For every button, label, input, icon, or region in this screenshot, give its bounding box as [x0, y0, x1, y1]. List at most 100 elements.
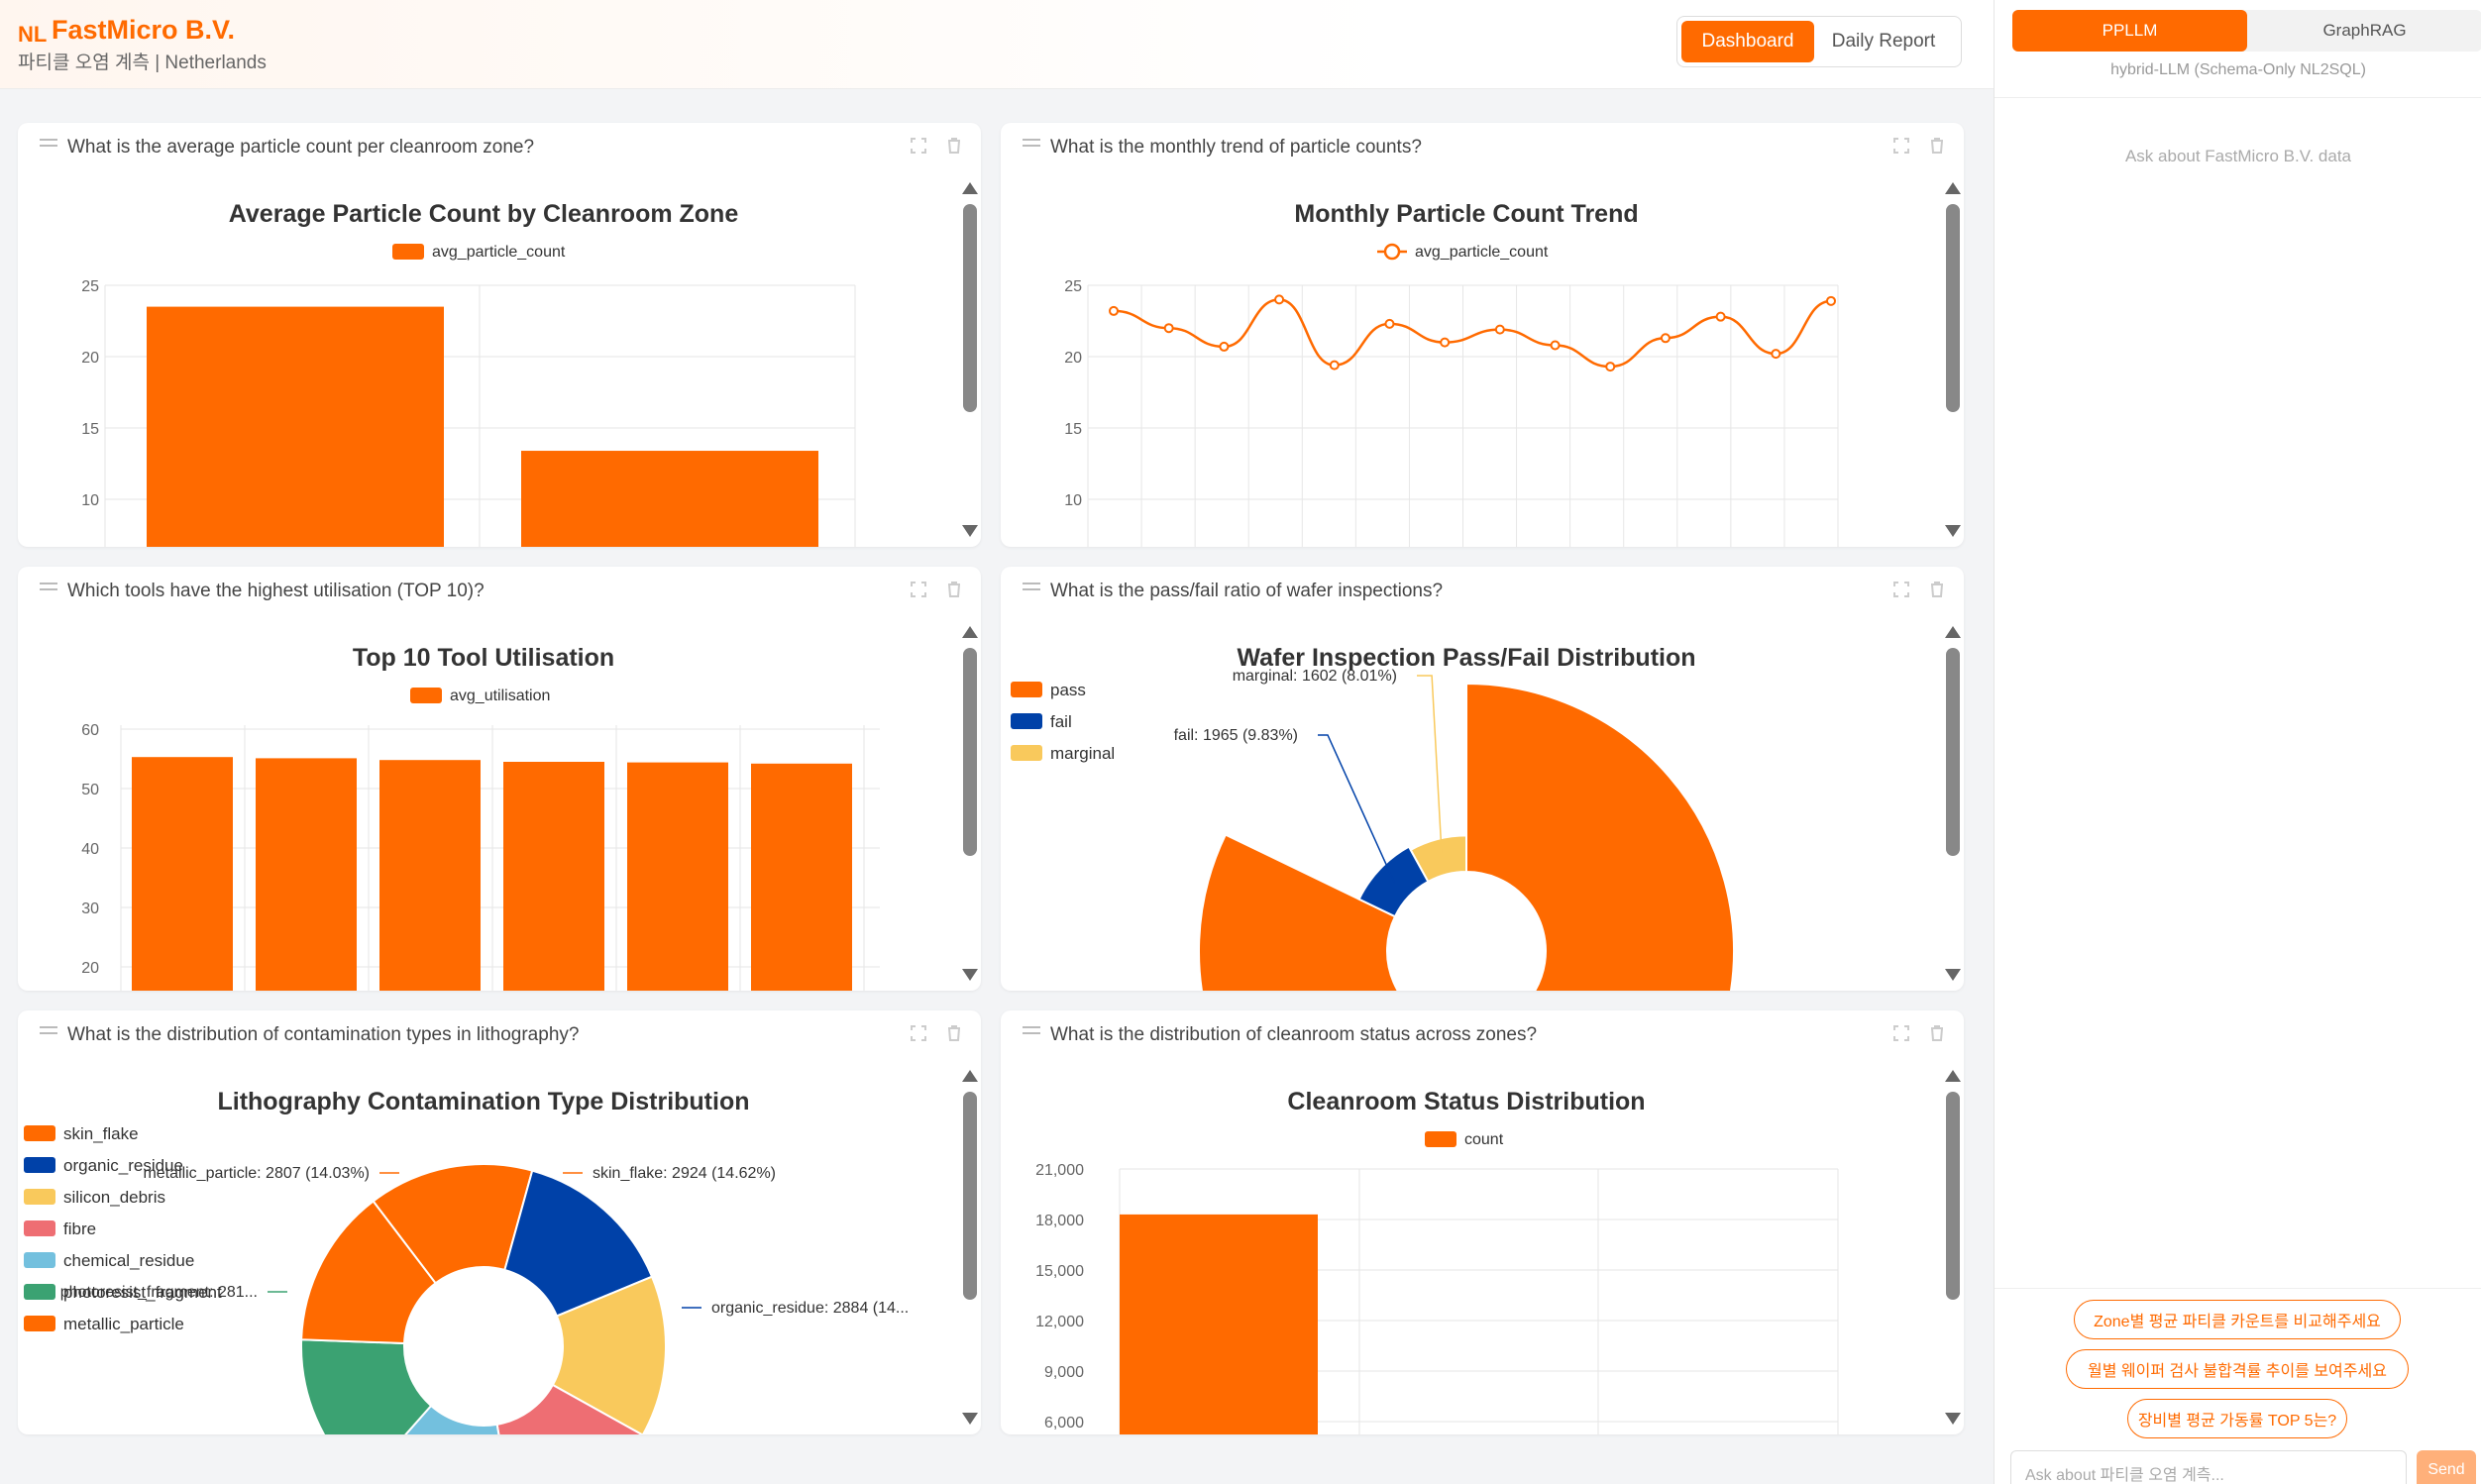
pie-slice[interactable]	[1409, 834, 1467, 884]
panel-question: What is the distribution of contaminatio…	[67, 1024, 580, 1045]
chart-bar[interactable]	[751, 763, 852, 991]
trash-icon[interactable]	[1926, 135, 1948, 157]
trash-icon[interactable]	[943, 1022, 965, 1044]
data-point[interactable]	[1550, 340, 1561, 351]
mode-tabs: PPLLM GraphRAG	[2012, 10, 2481, 52]
legend-label: organic_residue	[63, 1156, 183, 1175]
chat-input[interactable]: Ask about 파티클 오염 계측...	[2010, 1450, 2407, 1484]
chart-bar[interactable]	[627, 762, 728, 991]
data-point[interactable]	[1384, 318, 1395, 329]
y-tick-label: 25	[1064, 278, 1082, 295]
legend-swatch	[410, 688, 442, 703]
chart-bar[interactable]	[1120, 1214, 1318, 1434]
legend-label: pass	[1050, 681, 1086, 699]
dashboard-tab[interactable]: Dashboard	[1681, 21, 1814, 62]
company-name: FastMicro B.V.	[52, 15, 236, 45]
chart-title: Top 10 Tool Utilisation	[353, 644, 614, 672]
expand-icon[interactable]	[908, 579, 929, 600]
send-button[interactable]: Send	[2417, 1450, 2476, 1484]
panel-cleanroom-status: What is the distribution of cleanroom st…	[1001, 1010, 1964, 1434]
legend-swatch	[1011, 745, 1042, 761]
pie-slice[interactable]	[300, 1338, 433, 1434]
data-point[interactable]	[1109, 305, 1119, 316]
trash-icon[interactable]	[1926, 579, 1948, 600]
y-tick-label: 10	[81, 492, 99, 509]
expand-icon[interactable]	[908, 135, 929, 157]
drag-handle-icon[interactable]	[40, 1026, 57, 1040]
slice-label: organic_residue: 2884 (14...	[711, 1300, 909, 1317]
pie-slice[interactable]	[495, 1383, 644, 1434]
drag-handle-icon[interactable]	[1023, 1026, 1040, 1040]
y-tick-label: 18,000	[1035, 1213, 1084, 1229]
chart-bar[interactable]	[256, 758, 357, 991]
suggestion-chip[interactable]: 장비별 평균 가동률 TOP 5는?	[2127, 1399, 2347, 1438]
drag-handle-icon[interactable]	[40, 583, 57, 596]
legend-swatch	[24, 1157, 55, 1173]
legend-label: marginal	[1050, 744, 1115, 763]
drag-handle-icon[interactable]	[40, 139, 57, 153]
y-tick-label: 20	[81, 960, 99, 977]
chart-bar[interactable]	[521, 451, 818, 547]
drag-handle-icon[interactable]	[1023, 583, 1040, 596]
pie-slice[interactable]	[551, 1275, 667, 1434]
y-tick-label: 30	[81, 901, 99, 917]
expand-icon[interactable]	[908, 1022, 929, 1044]
data-point[interactable]	[1660, 333, 1671, 344]
panel-wafer-inspection: What is the pass/fail ratio of wafer ins…	[1001, 567, 1964, 991]
pie-slice[interactable]	[503, 1169, 654, 1318]
y-tick-label: 6,000	[1044, 1415, 1084, 1431]
label-leader	[1318, 734, 1396, 884]
tab-ppllm[interactable]: PPLLM	[2012, 10, 2247, 52]
panel-scrollbar[interactable]	[1942, 616, 1964, 991]
trash-icon[interactable]	[1926, 1022, 1948, 1044]
data-point[interactable]	[1219, 341, 1230, 352]
panel-scrollbar[interactable]	[1942, 172, 1964, 547]
drag-handle-icon[interactable]	[1023, 139, 1040, 153]
data-point[interactable]	[1440, 337, 1451, 348]
pie-slice[interactable]	[363, 1404, 514, 1434]
y-tick-label: 15	[1064, 421, 1082, 438]
pie-slice[interactable]	[300, 1200, 437, 1345]
legend-label: silicon_debris	[63, 1188, 165, 1207]
data-point[interactable]	[1163, 323, 1174, 334]
data-point[interactable]	[1715, 311, 1726, 322]
panel-header: Which tools have the highest utilisation…	[18, 567, 981, 616]
trash-icon[interactable]	[943, 135, 965, 157]
chart-bar[interactable]	[147, 306, 444, 547]
tab-graphrag[interactable]: GraphRAG	[2322, 21, 2407, 40]
chart-bar[interactable]	[503, 762, 604, 991]
panel-scrollbar[interactable]	[959, 172, 981, 547]
chart-area: Lithography Contamination Type Distribut…	[18, 1060, 959, 1434]
legend-swatch	[392, 244, 424, 260]
label-leader	[1417, 675, 1443, 856]
data-point[interactable]	[1274, 294, 1285, 305]
data-point[interactable]	[1494, 324, 1505, 335]
divider	[1995, 1288, 2481, 1289]
data-point[interactable]	[1329, 360, 1340, 371]
trash-icon[interactable]	[943, 579, 965, 600]
expand-icon[interactable]	[1890, 1022, 1912, 1044]
expand-icon[interactable]	[1890, 579, 1912, 600]
panel-scrollbar[interactable]	[959, 616, 981, 991]
panel-scrollbar[interactable]	[1942, 1060, 1964, 1434]
suggestion-chip[interactable]: Zone별 평균 파티클 카운트를 비교해주세요	[2074, 1300, 2401, 1339]
y-tick-label: 25	[81, 278, 99, 295]
chart-bar[interactable]	[132, 757, 233, 991]
daily-report-tab[interactable]: Daily Report	[1831, 31, 1936, 52]
slice-label: metallic_particle: 2807 (14.03%)	[143, 1165, 370, 1182]
y-tick-label: 15,000	[1035, 1263, 1084, 1280]
data-point[interactable]	[1605, 362, 1616, 372]
chart-title: Cleanroom Status Distribution	[1287, 1088, 1645, 1115]
panel-scrollbar[interactable]	[959, 1060, 981, 1434]
suggestion-chip[interactable]: 월별 웨이퍼 검사 불합격률 추이를 보여주세요	[2066, 1349, 2409, 1389]
expand-icon[interactable]	[1890, 135, 1912, 157]
panel-question: What is the pass/fail ratio of wafer ins…	[1050, 581, 1444, 601]
data-point[interactable]	[1771, 349, 1781, 360]
legend-label: fibre	[63, 1219, 96, 1238]
y-tick-label: 20	[81, 350, 99, 367]
y-tick-label: 40	[81, 841, 99, 858]
chart-title: Monthly Particle Count Trend	[1294, 200, 1638, 228]
data-point[interactable]	[1826, 295, 1836, 306]
chart-bar[interactable]	[379, 760, 481, 991]
legend-label: photoresist_fragment	[63, 1283, 222, 1302]
